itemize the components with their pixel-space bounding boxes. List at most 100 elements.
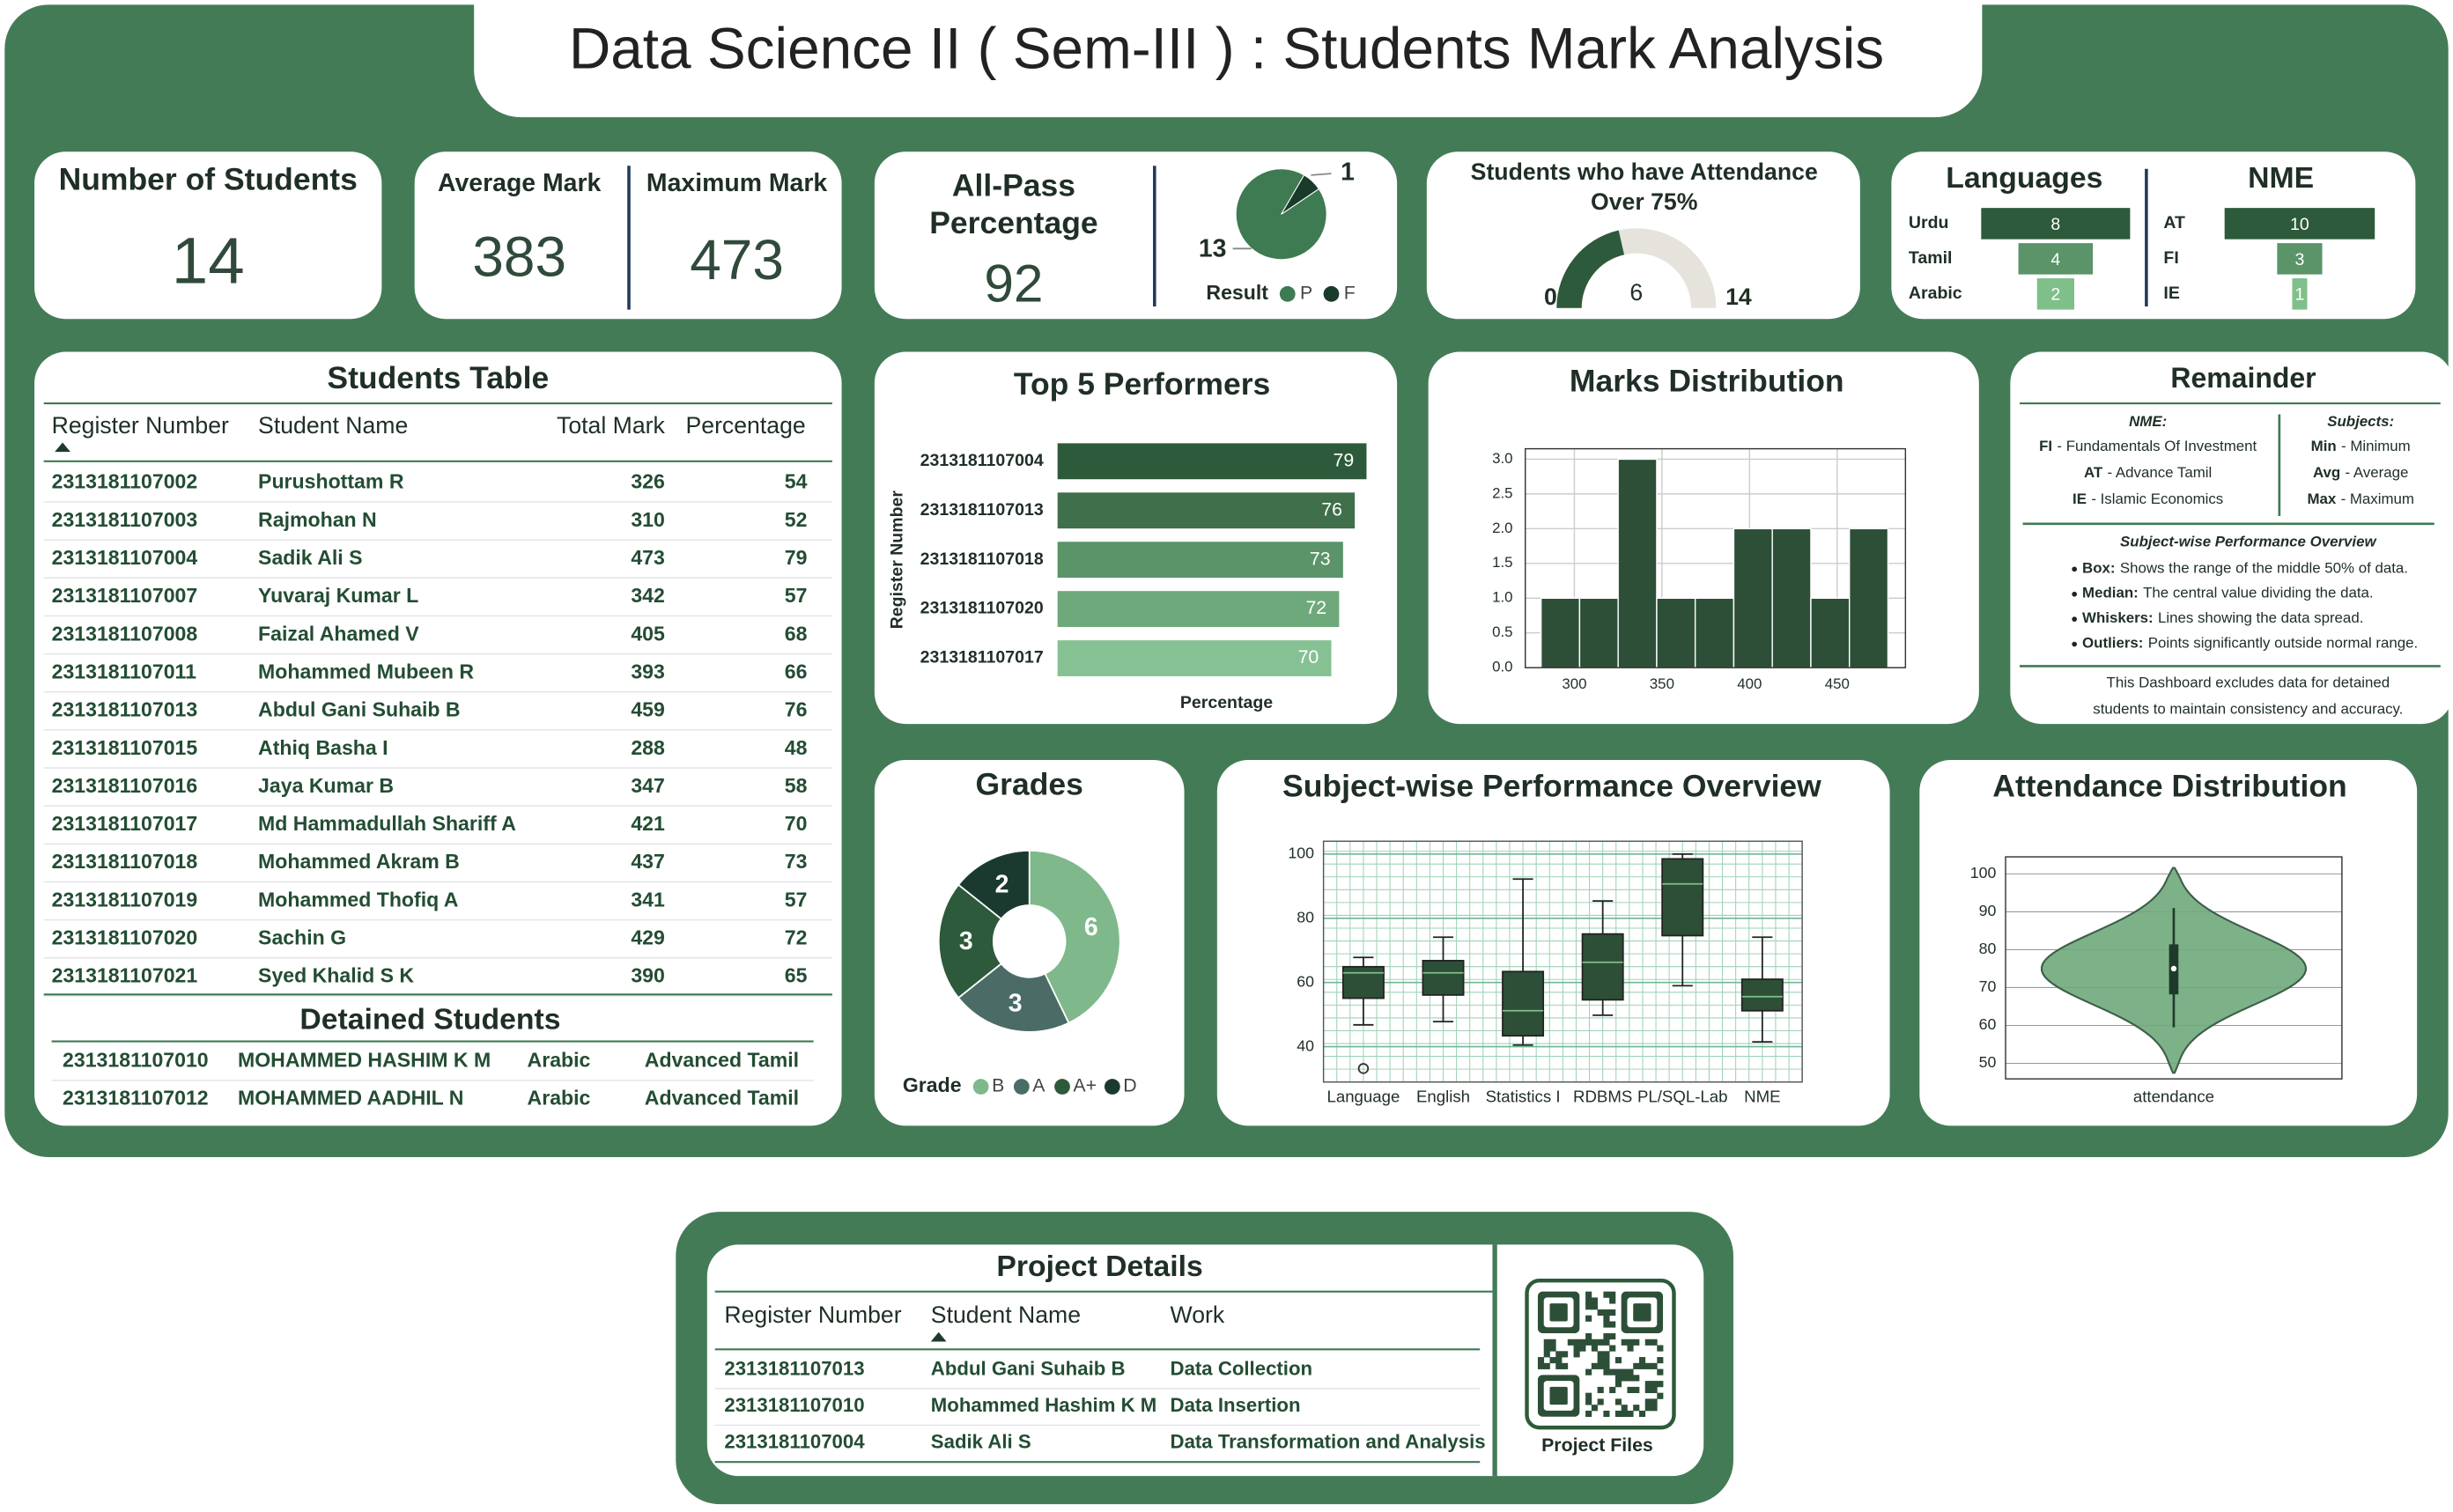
card <box>34 351 842 1126</box>
qr-module <box>1585 1303 1592 1310</box>
box <box>1341 965 1385 999</box>
qr-module <box>1549 1345 1556 1352</box>
x-tick-label: NME <box>1744 1087 1780 1105</box>
data-label: 1 <box>1341 159 1355 187</box>
outlier <box>1357 1063 1370 1074</box>
data-label: 73 <box>1310 548 1331 569</box>
table-cell: Rajmohan N <box>258 508 377 531</box>
table-cell: 393 <box>631 660 665 682</box>
data-label: 10 <box>2290 215 2309 234</box>
table-cell: 2313181107003 <box>52 508 198 531</box>
description: Points significantly outside normal rang… <box>2148 635 2419 652</box>
table-cell: 2313181107020 <box>52 926 198 949</box>
y-tick-label: 90 <box>1979 902 1997 919</box>
table-cell: 76 <box>785 698 808 721</box>
y-tick-label: 2313181107018 <box>920 549 1044 569</box>
table-title: Project Details <box>996 1250 1202 1283</box>
kpi-label: All-Pass <box>952 167 1075 203</box>
x-tick-label: PL/SQL-Lab <box>1637 1087 1728 1105</box>
y-tick-label: 1.5 <box>1492 554 1512 571</box>
legend-label: D <box>1123 1075 1136 1096</box>
legend-entry: FI - Fundamentals Of Investment <box>2039 438 2257 454</box>
legend-entry: Box: Shows the range of the middle 50% of… <box>2082 560 2408 577</box>
x-tick-label: 450 <box>1825 675 1850 692</box>
table-cell: 421 <box>631 812 665 835</box>
legend-label: A <box>1032 1075 1045 1096</box>
qr-module <box>1651 1405 1658 1412</box>
qr-module <box>1585 1398 1592 1405</box>
column-header: Register Number <box>724 1302 901 1328</box>
x-tick-label: 400 <box>1737 675 1762 692</box>
qr-module <box>1644 1362 1651 1369</box>
qr-module <box>1555 1357 1563 1364</box>
y-tick-label: 2313181107004 <box>920 451 1044 470</box>
qr-module <box>1591 1303 1598 1310</box>
category-label: IE <box>2163 284 2179 303</box>
data-label: 3 <box>959 927 973 955</box>
qr-module <box>1585 1392 1592 1399</box>
x-tick-label: Statistics I <box>1486 1087 1561 1105</box>
qr-module <box>1585 1368 1592 1376</box>
funnel-bar <box>2292 278 2308 310</box>
y-tick-label: 70 <box>1979 977 1997 995</box>
card <box>706 1244 1704 1477</box>
category-label: Tamil <box>1909 248 1953 268</box>
qr-module <box>1603 1339 1610 1346</box>
y-tick-label: 2.5 <box>1492 484 1512 501</box>
plot-frame <box>1322 840 1803 1083</box>
table-cell: 2313181107004 <box>724 1431 865 1453</box>
qr-module <box>1638 1357 1646 1364</box>
y-tick-label: 3.0 <box>1492 450 1512 467</box>
table-cell: Md Hammadullah Shariff A <box>258 812 516 835</box>
y-tick-label: 2313181107017 <box>920 648 1044 667</box>
qr-module <box>1614 1398 1622 1405</box>
column-header: Register Number <box>52 412 229 439</box>
table-cell: Mohammed Mubeen R <box>258 660 474 682</box>
qr-module <box>1549 1357 1556 1364</box>
funnel-bar <box>2036 278 2074 310</box>
qr-module <box>1644 1386 1651 1393</box>
qr-module <box>1585 1339 1592 1346</box>
card-title: Over 75% <box>1591 188 1697 215</box>
chart-title: Grades <box>976 767 1083 802</box>
table-cell: Advanced Tamil <box>645 1086 799 1109</box>
table-cell: 58 <box>785 774 808 797</box>
qr-module <box>1609 1291 1616 1298</box>
histogram-bar <box>1656 597 1696 668</box>
chart-title: Marks Distribution <box>1570 363 1844 398</box>
box <box>1422 960 1465 996</box>
qr-caption[interactable]: Project Files <box>1541 1435 1653 1456</box>
data-label: 3 <box>1009 989 1023 1017</box>
table-cell: Sachin G <box>258 926 346 949</box>
kpi-label: Maximum Mark <box>646 169 827 197</box>
table-cell: Mohammed Akram B <box>258 850 460 873</box>
data-label: 8 <box>2050 215 2060 234</box>
y-tick-label: 60 <box>1979 1015 1997 1033</box>
bullet <box>2072 616 2078 622</box>
qr-module <box>1591 1297 1598 1304</box>
table-cell: 68 <box>785 622 808 645</box>
qr-module <box>1537 1357 1545 1364</box>
table-cell: 66 <box>785 660 808 682</box>
y-tick-label: 0.0 <box>1492 659 1512 675</box>
violin-median <box>2170 965 2177 972</box>
term: Outliers: <box>2082 635 2143 652</box>
qr-module <box>1627 1368 1634 1376</box>
y-tick-label: 100 <box>1970 864 1997 881</box>
qr-module <box>1597 1309 1604 1317</box>
qr-module <box>1633 1362 1640 1369</box>
table-cell: Data Collection <box>1171 1357 1313 1379</box>
histogram-bar <box>1733 527 1773 668</box>
qr-module <box>1609 1297 1616 1304</box>
table-cell: 2313181107013 <box>724 1357 864 1379</box>
chart-title: Attendance Distribution <box>1992 768 2346 803</box>
table-cell: MOHAMMED AADHIL N <box>238 1086 463 1109</box>
qr-module <box>1543 1351 1550 1358</box>
description: - Minimum <box>2341 438 2411 454</box>
qr-module <box>1609 1321 1616 1328</box>
table-title: Students Table <box>327 360 549 395</box>
category-label: FI <box>2163 248 2178 268</box>
qr-module <box>1627 1375 1634 1382</box>
table-cell: 2313181107019 <box>52 888 198 911</box>
y-tick-label: 2313181107020 <box>920 599 1044 618</box>
